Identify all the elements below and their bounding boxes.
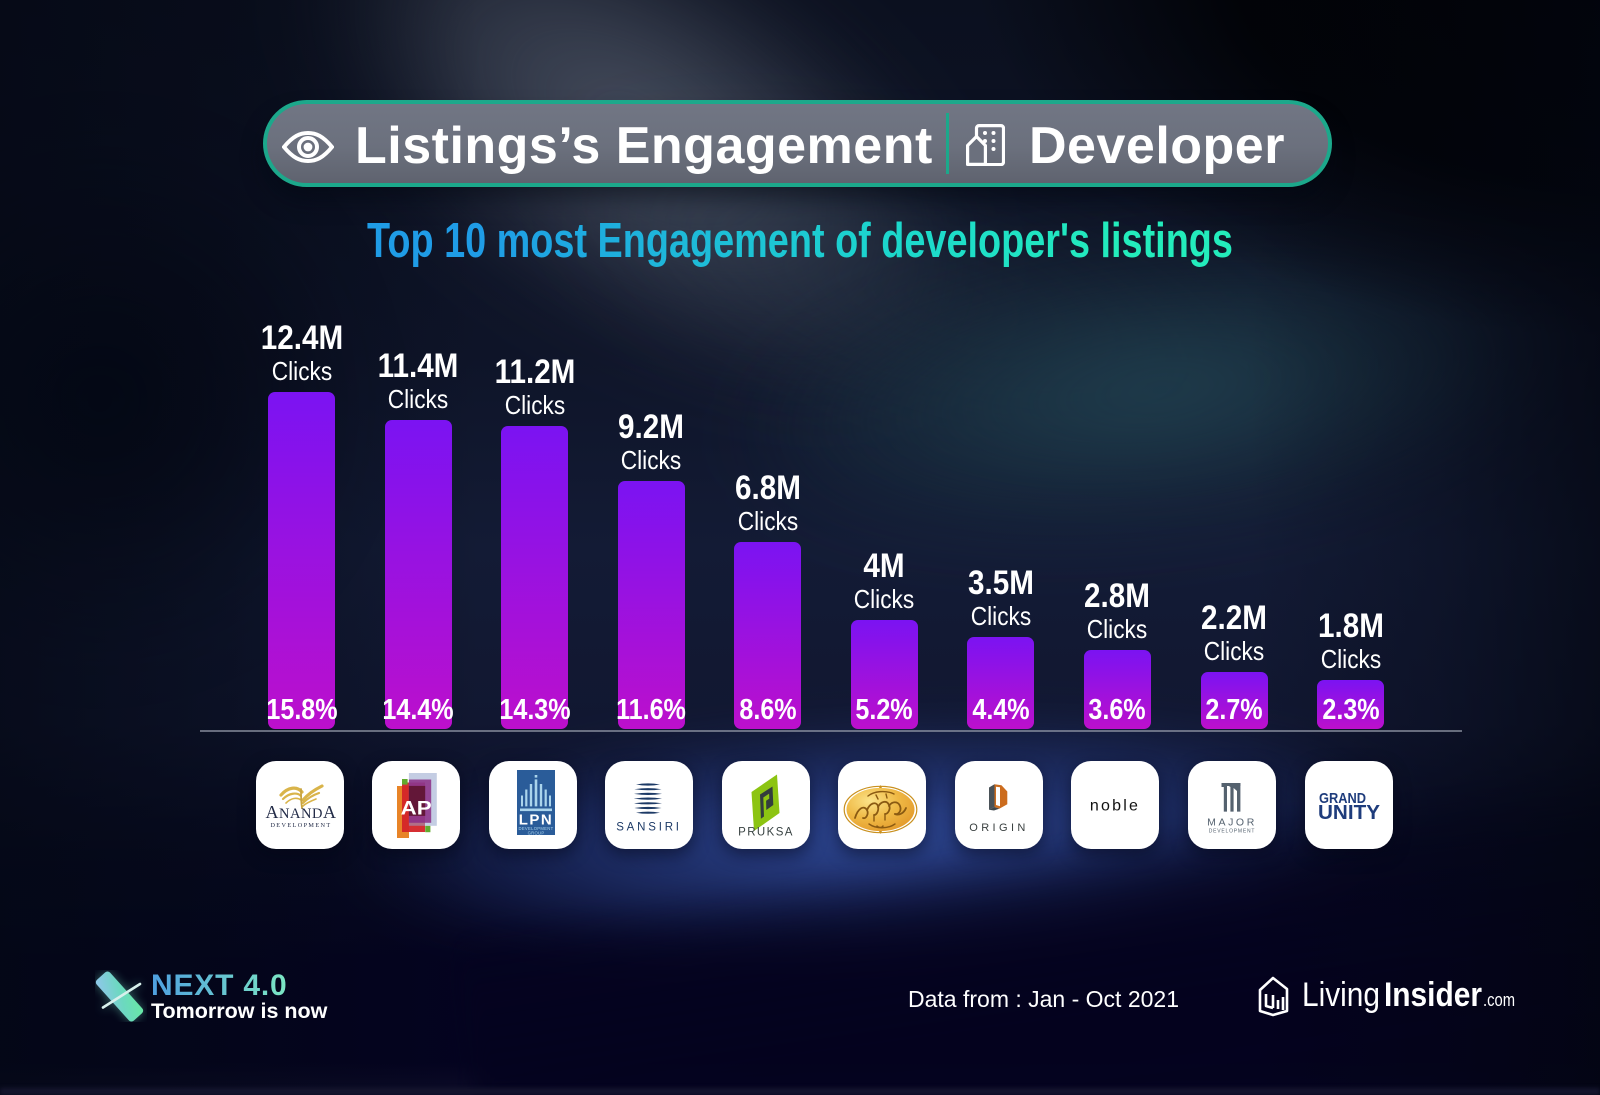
svg-text:UNITY: UNITY — [1318, 802, 1381, 824]
svg-text:PRUKSA: PRUKSA — [738, 827, 794, 839]
svg-text:.com: .com — [1483, 990, 1515, 1010]
svg-text:LPN: LPN — [518, 812, 553, 829]
svg-text:ANANDA: ANANDA — [265, 802, 336, 822]
svg-text:MAJOR: MAJOR — [1207, 817, 1257, 829]
svg-text:DEVELOPMENT: DEVELOPMENT — [518, 826, 553, 831]
svg-text:noble: noble — [1090, 798, 1140, 815]
svg-text:ORIGIN: ORIGIN — [969, 822, 1029, 834]
svg-text:GRAND: GRAND — [1319, 790, 1366, 807]
svg-text:Living: Living — [1302, 976, 1380, 1014]
svg-text:SANSIRI: SANSIRI — [616, 822, 682, 834]
svg-text:DEVELOPMENT: DEVELOPMENT — [1209, 829, 1256, 835]
svg-text:DEVELOPMENT: DEVELOPMENT — [270, 822, 331, 829]
svg-text:Insider: Insider — [1384, 976, 1482, 1014]
svg-text:GROUP: GROUP — [527, 831, 544, 836]
svg-text:AP: AP — [401, 798, 432, 820]
